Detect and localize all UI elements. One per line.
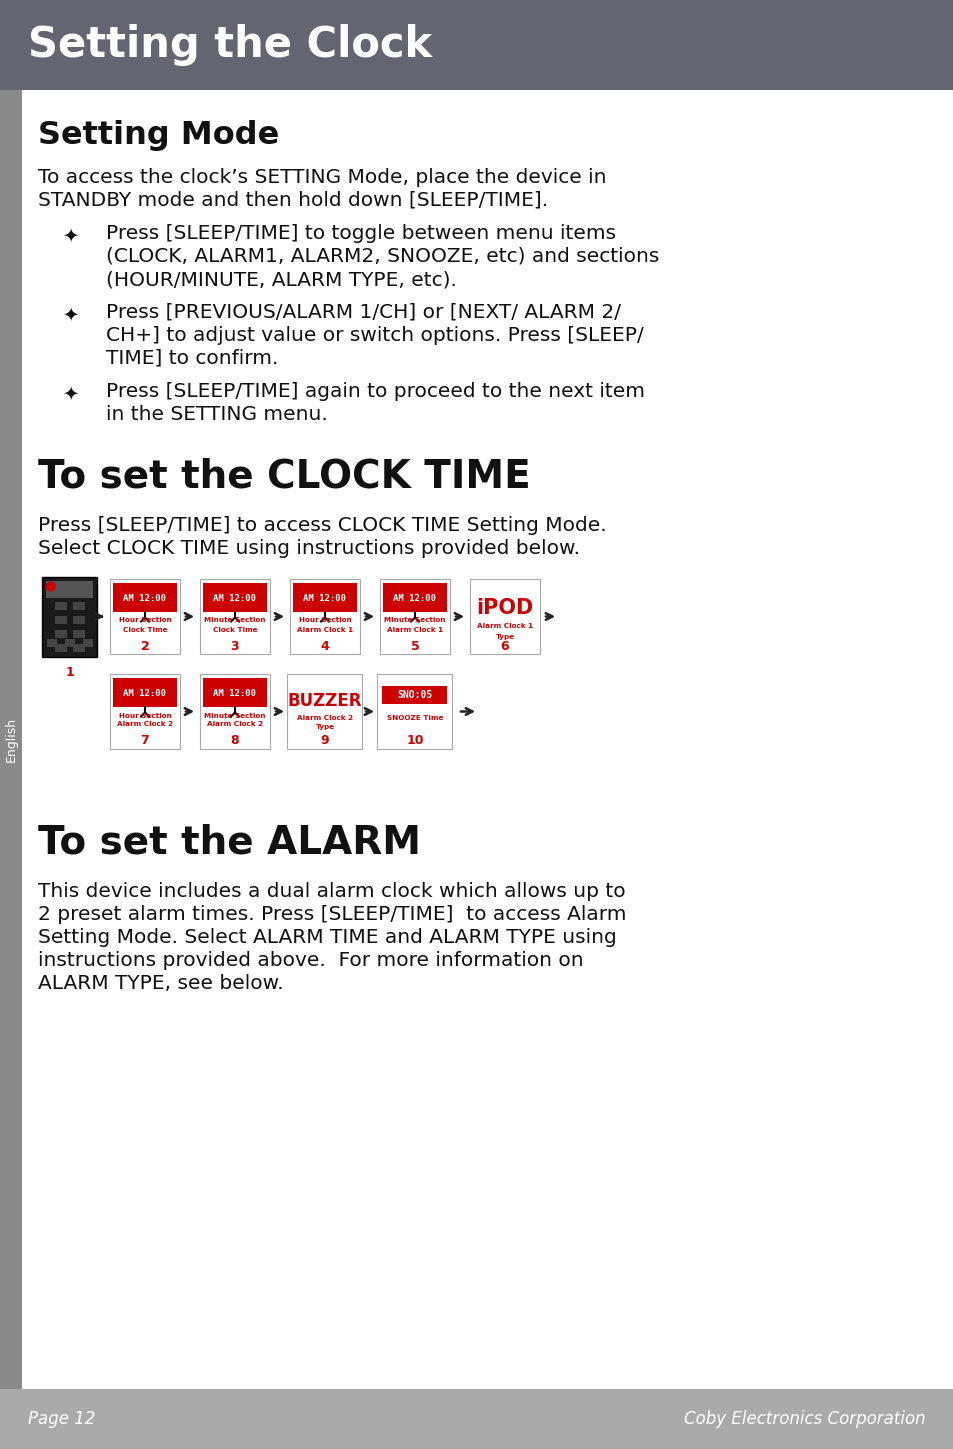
Bar [203, 582, 267, 611]
Text: ✦: ✦ [62, 384, 78, 403]
Text: To set the CLOCK TIME: To set the CLOCK TIME [38, 458, 530, 496]
Text: SNO:05: SNO:05 [397, 690, 432, 700]
Bar [65, 639, 75, 646]
Text: 5: 5 [410, 639, 419, 652]
Text: Setting Mode. Select ALARM TIME and ALARM TYPE using: Setting Mode. Select ALARM TIME and ALAR… [38, 927, 616, 948]
Text: AM 12:00: AM 12:00 [123, 690, 167, 698]
Bar [0, 1390, 953, 1449]
Text: 2 preset alarm times. Press [SLEEP/TIME]  to access Alarm: 2 preset alarm times. Press [SLEEP/TIME]… [38, 906, 626, 924]
Text: TIME] to confirm.: TIME] to confirm. [106, 349, 278, 368]
Bar [379, 580, 450, 653]
Bar [377, 674, 452, 749]
Bar [83, 639, 92, 646]
Bar [55, 630, 67, 638]
Bar [73, 645, 85, 652]
Bar [55, 645, 67, 652]
Text: This device includes a dual alarm clock which allows up to: This device includes a dual alarm clock … [38, 882, 625, 901]
Bar [0, 0, 953, 90]
Text: Type: Type [315, 724, 335, 730]
Text: AM 12:00: AM 12:00 [213, 594, 256, 603]
Text: iPOD: iPOD [476, 598, 533, 619]
Bar [112, 678, 177, 707]
Text: Alarm Clock 2: Alarm Clock 2 [207, 722, 263, 727]
Text: ✦: ✦ [62, 304, 78, 325]
Bar [290, 580, 359, 653]
Bar [382, 685, 447, 704]
Text: BUZZER: BUZZER [288, 693, 362, 710]
Text: in the SETTING menu.: in the SETTING menu. [106, 406, 328, 425]
Text: Clock Time: Clock Time [123, 626, 167, 633]
Text: ALARM TYPE, see below.: ALARM TYPE, see below. [38, 974, 283, 993]
Bar [382, 582, 447, 611]
Text: AM 12:00: AM 12:00 [213, 690, 256, 698]
Text: Clock Time: Clock Time [213, 626, 257, 633]
Text: Press [SLEEP/TIME] to access CLOCK TIME Setting Mode.: Press [SLEEP/TIME] to access CLOCK TIME … [38, 516, 606, 535]
Bar [200, 674, 270, 749]
Text: 10: 10 [406, 735, 423, 748]
Bar [73, 603, 85, 610]
Text: STANDBY mode and then hold down [SLEEP/TIME].: STANDBY mode and then hold down [SLEEP/T… [38, 191, 548, 210]
Text: Setting the Clock: Setting the Clock [28, 25, 432, 67]
Text: Setting Mode: Setting Mode [38, 120, 279, 151]
Bar [110, 580, 180, 653]
Text: 2: 2 [140, 639, 150, 652]
Text: Page 12: Page 12 [28, 1410, 95, 1429]
Text: Minute Section: Minute Section [384, 617, 445, 623]
Text: Press [SLEEP/TIME] again to proceed to the next item: Press [SLEEP/TIME] again to proceed to t… [106, 383, 644, 401]
Text: 8: 8 [231, 735, 239, 748]
Text: CH+] to adjust value or switch options. Press [SLEEP/: CH+] to adjust value or switch options. … [106, 326, 643, 345]
Text: Press [PREVIOUS/ALARM 1/CH] or [NEXT/ ALARM 2/: Press [PREVIOUS/ALARM 1/CH] or [NEXT/ AL… [106, 303, 620, 322]
Text: 1: 1 [66, 667, 74, 680]
Bar [112, 582, 177, 611]
Text: 6: 6 [500, 639, 509, 652]
Text: 3: 3 [231, 639, 239, 652]
Text: (HOUR/MINUTE, ALARM TYPE, etc).: (HOUR/MINUTE, ALARM TYPE, etc). [106, 270, 456, 288]
Bar [200, 580, 270, 653]
Text: Hour Section: Hour Section [298, 617, 351, 623]
Text: AM 12:00: AM 12:00 [303, 594, 346, 603]
Text: To set the ALARM: To set the ALARM [38, 824, 420, 862]
Circle shape [46, 581, 55, 591]
Text: (CLOCK, ALARM1, ALARM2, SNOOZE, etc) and sections: (CLOCK, ALARM1, ALARM2, SNOOZE, etc) and… [106, 246, 659, 267]
Text: 4: 4 [320, 639, 329, 652]
Text: Alarm Clock 1: Alarm Clock 1 [476, 623, 533, 629]
Text: Select CLOCK TIME using instructions provided below.: Select CLOCK TIME using instructions pro… [38, 539, 579, 558]
Bar [73, 630, 85, 638]
Text: Hour Section: Hour Section [118, 617, 172, 623]
Bar [73, 616, 85, 625]
Text: Alarm Clock 1: Alarm Clock 1 [387, 626, 442, 633]
Bar [203, 678, 267, 707]
Text: 9: 9 [320, 735, 329, 748]
Text: instructions provided above.  For more information on: instructions provided above. For more in… [38, 951, 583, 969]
Text: Press [SLEEP/TIME] to toggle between menu items: Press [SLEEP/TIME] to toggle between men… [106, 225, 616, 243]
Bar [293, 582, 356, 611]
Bar [55, 616, 67, 625]
Text: Coby Electronics Corporation: Coby Electronics Corporation [683, 1410, 925, 1429]
Text: Type: Type [495, 633, 514, 639]
Bar [47, 639, 57, 646]
Text: SNOOZE Time: SNOOZE Time [386, 714, 443, 720]
Bar [43, 577, 97, 656]
Text: Alarm Clock 1: Alarm Clock 1 [296, 626, 353, 633]
Text: Minute Section: Minute Section [204, 617, 266, 623]
Bar [110, 674, 180, 749]
Text: AM 12:00: AM 12:00 [123, 594, 167, 603]
Bar [55, 603, 67, 610]
Bar [470, 580, 539, 653]
Bar [47, 581, 93, 598]
Text: Alarm Clock 2: Alarm Clock 2 [296, 714, 353, 720]
Text: English: English [5, 717, 17, 762]
Text: To access the clock’s SETTING Mode, place the device in: To access the clock’s SETTING Mode, plac… [38, 168, 606, 187]
Bar [287, 674, 362, 749]
Bar [0, 90, 22, 1390]
Text: 7: 7 [140, 735, 150, 748]
Text: ✦: ✦ [62, 226, 78, 245]
Text: Alarm Clock 2: Alarm Clock 2 [117, 722, 172, 727]
Text: Minute Section: Minute Section [204, 713, 266, 719]
Text: Hour Section: Hour Section [118, 713, 172, 719]
Text: AM 12:00: AM 12:00 [393, 594, 436, 603]
